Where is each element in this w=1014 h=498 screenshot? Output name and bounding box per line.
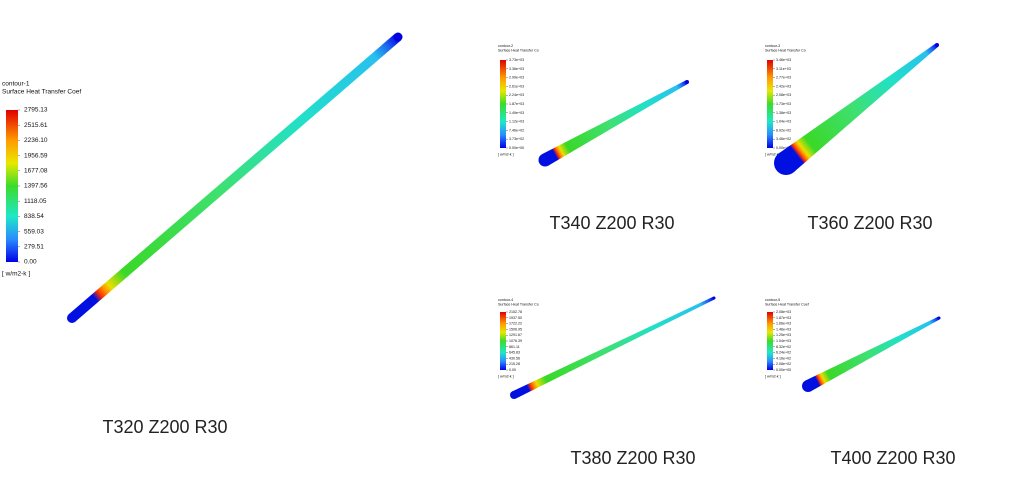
legend-level: 2515.61 bbox=[24, 122, 48, 129]
legend-unit: [ w/m2-k ] bbox=[498, 374, 514, 378]
legend-level: 861.11 bbox=[509, 345, 520, 349]
legend-level: 1397.56 bbox=[24, 183, 48, 190]
legend-level: 7.46e+02 bbox=[509, 128, 524, 132]
tube-tip-cap bbox=[393, 32, 403, 42]
legend-level: 2152.78 bbox=[509, 310, 522, 314]
legend-level: 3.36e+03 bbox=[509, 67, 524, 71]
tube-tip-cap bbox=[937, 316, 941, 320]
legend-subtitle: Surface Heat Transfer Co bbox=[498, 302, 539, 306]
panel-caption: T360 Z200 R30 bbox=[807, 213, 932, 233]
legend-unit: [ w/m2-k ] bbox=[765, 152, 781, 156]
legend-level: 6.24e+02 bbox=[776, 351, 791, 355]
legend-subtitle: Surface Heat Transfer Co bbox=[498, 48, 539, 52]
legend-level: 838.54 bbox=[24, 213, 44, 220]
panel-caption: T320 Z200 R30 bbox=[102, 417, 227, 437]
tube-surface bbox=[512, 296, 715, 399]
legend-subtitle: Surface Heat Transfer Coef bbox=[765, 302, 809, 306]
legend-level: 2.08e+02 bbox=[776, 362, 791, 366]
legend-title: contour-1 bbox=[2, 81, 30, 88]
legend-level: 1.49e+03 bbox=[509, 111, 524, 115]
legend-level: 2.42e+03 bbox=[776, 84, 791, 88]
legend-level: 1506.95 bbox=[509, 327, 522, 331]
legend-level: 215.28 bbox=[509, 362, 520, 366]
legend-level: 1.87e+03 bbox=[509, 102, 524, 106]
legend-title: contour-5 bbox=[765, 298, 780, 302]
legend-level: 1.73e+03 bbox=[776, 102, 791, 106]
legend-level: 2.61e+03 bbox=[509, 84, 524, 88]
tube-surface bbox=[541, 80, 688, 166]
legend-level: 645.83 bbox=[509, 351, 520, 355]
legend-level: 0.00 bbox=[24, 259, 37, 266]
legend-level: 559.03 bbox=[24, 228, 44, 235]
tube-tip-cap bbox=[685, 80, 689, 84]
tube-surface bbox=[805, 316, 940, 392]
legend-subtitle: Surface Heat Transfer Co bbox=[765, 48, 806, 52]
legend-level: 8.32e+02 bbox=[776, 345, 791, 349]
legend-level: 2.24e+03 bbox=[509, 93, 524, 97]
legend-unit: [ w/m2-k ] bbox=[498, 152, 514, 156]
tube-surface bbox=[68, 33, 401, 322]
color-bar bbox=[6, 110, 18, 262]
legend-level: 1956.59 bbox=[24, 152, 48, 159]
legend-level: 2.08e+03 bbox=[776, 310, 791, 314]
legend-level: 1.04e+03 bbox=[776, 120, 791, 124]
legend-level: 6.92e+02 bbox=[776, 128, 791, 132]
color-bar bbox=[500, 312, 506, 370]
color-bar bbox=[767, 312, 773, 370]
legend-level: 430.56 bbox=[509, 356, 520, 360]
legend-level: 2.77e+03 bbox=[776, 76, 791, 80]
legend-level: 1.87e+03 bbox=[776, 316, 791, 320]
legend-level: 0.00e+00 bbox=[776, 368, 791, 372]
tube-tip-cap bbox=[712, 296, 716, 300]
legend-level: 1.25e+03 bbox=[776, 333, 791, 337]
legend-level: 2795.13 bbox=[24, 107, 48, 114]
legend-level: 3.11e+03 bbox=[776, 67, 791, 71]
tube-surface bbox=[778, 43, 939, 173]
tube-tip-cap bbox=[935, 43, 939, 47]
panel-caption: T400 Z200 R30 bbox=[830, 448, 955, 468]
legend-level: 4.16e+02 bbox=[776, 356, 791, 360]
legend-level: 2236.10 bbox=[24, 137, 48, 144]
legend-level: 2.99e+03 bbox=[509, 76, 524, 80]
legend-title: contour-3 bbox=[765, 44, 780, 48]
legend-level: 1722.22 bbox=[509, 322, 522, 326]
legend-level: 1.12e+03 bbox=[509, 120, 524, 124]
color-bar bbox=[767, 60, 773, 148]
legend-level: 1076.39 bbox=[509, 339, 522, 343]
legend-level: 0.00e+00 bbox=[776, 146, 791, 150]
legend-level: 0.00e+00 bbox=[509, 146, 524, 150]
legend-level: 1.04e+03 bbox=[776, 339, 791, 343]
legend-level: 3.73e+02 bbox=[509, 137, 524, 141]
legend-level: 0.00 bbox=[509, 368, 516, 372]
legend-unit: [ w/m2-k ] bbox=[765, 374, 781, 378]
legend-level: 1937.50 bbox=[509, 316, 522, 320]
legend-subtitle: Surface Heat Transfer Coef bbox=[2, 89, 81, 96]
color-bar bbox=[500, 60, 506, 148]
legend-level: 1118.05 bbox=[24, 198, 47, 205]
legend-level: 279.51 bbox=[24, 244, 44, 251]
legend-title: contour-4 bbox=[498, 298, 513, 302]
legend-unit: [ w/m2-k ] bbox=[2, 270, 30, 277]
legend-level: 1.66e+03 bbox=[776, 322, 791, 326]
legend-level: 1677.08 bbox=[24, 168, 48, 175]
legend-level: 1.46e+03 bbox=[776, 327, 791, 331]
legend-level: 3.46e+02 bbox=[776, 137, 791, 141]
legend-level: 1.38e+03 bbox=[776, 111, 791, 115]
legend-title: contour-2 bbox=[498, 44, 513, 48]
legend-level: 3.46e+03 bbox=[776, 58, 791, 62]
legend-level: 1291.67 bbox=[509, 333, 522, 337]
legend-level: 3.73e+03 bbox=[509, 58, 524, 62]
panel-caption: T380 Z200 R30 bbox=[570, 448, 695, 468]
panel-caption: T340 Z200 R30 bbox=[549, 213, 674, 233]
legend-level: 2.08e+03 bbox=[776, 93, 791, 97]
